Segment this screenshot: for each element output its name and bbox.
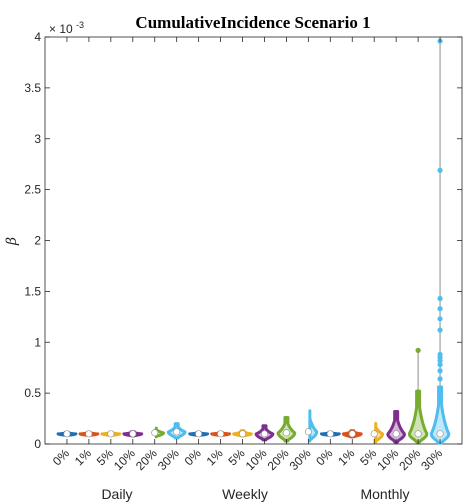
outlier-point	[437, 327, 443, 333]
median-marker	[348, 430, 356, 438]
median-marker	[195, 430, 203, 438]
outlier-point	[437, 362, 443, 368]
y-axis: 0 0.5 1 1.5 2 2.5 3 3.5 4	[24, 30, 462, 451]
x-tick-label: 10%	[374, 446, 401, 473]
median-marker	[370, 430, 378, 438]
median-marker	[217, 430, 225, 438]
violin-monthly-10pct	[386, 409, 407, 444]
median-marker	[239, 430, 247, 438]
median-marker	[173, 428, 181, 436]
group-label-monthly: Monthly	[360, 486, 409, 502]
outlier-point	[437, 167, 443, 173]
violin-weekly-10pct	[254, 424, 275, 442]
violin-weekly-20pct	[276, 416, 297, 443]
y-tick-label: 3	[34, 132, 41, 146]
y-tick-label: 1	[34, 335, 41, 349]
y-exponent-base: × 10	[49, 22, 73, 36]
x-tick-label: 30%	[287, 446, 314, 473]
y-exponent-label: × 10 -3	[49, 20, 84, 36]
x-tick-label: 0%	[313, 446, 335, 468]
x-tick-label: 30%	[418, 446, 445, 473]
violin-monthly-5pct	[370, 421, 385, 444]
x-tick-label: 1%	[72, 446, 94, 468]
median-marker	[414, 430, 422, 438]
y-tick-label: 0	[34, 437, 41, 451]
x-tick-label: 0%	[182, 446, 204, 468]
x-tick-label: 0%	[50, 446, 72, 468]
violin-monthly-20pct	[407, 347, 429, 444]
y-tick-label: 3.5	[24, 81, 41, 95]
median-marker	[63, 430, 71, 438]
violin-daily-30pct	[166, 422, 187, 440]
x-tick-label: 20%	[396, 446, 423, 473]
y-exponent-power: -3	[76, 20, 84, 30]
y-tick-label: 0.5	[24, 386, 41, 400]
median-marker	[85, 430, 93, 438]
y-tick-label: 2.5	[24, 183, 41, 197]
outlier-point	[437, 368, 443, 374]
violin-monthly-0pct	[319, 430, 341, 438]
y-tick-label: 2	[34, 234, 41, 248]
group-label-daily: Daily	[101, 486, 132, 502]
y-tick-label: 1.5	[24, 284, 41, 298]
median-marker	[326, 430, 334, 438]
violin-body	[407, 389, 429, 444]
violin-body	[429, 385, 451, 445]
median-marker	[107, 430, 115, 438]
violin-weekly-0pct	[188, 430, 210, 438]
violin-body	[154, 426, 166, 439]
x-tick-label: 20%	[133, 446, 160, 473]
outlier-point	[437, 306, 443, 312]
violin-daily-5pct	[100, 430, 122, 438]
median-marker	[436, 430, 444, 438]
chart-title: CumulativeIncidence Scenario 1	[135, 13, 370, 32]
outlier-point	[415, 347, 421, 353]
median-marker	[151, 429, 159, 437]
violin-body	[374, 421, 385, 444]
y-tick-label: 4	[34, 30, 41, 44]
outlier-point	[437, 316, 443, 322]
outlier-point	[437, 351, 443, 358]
x-tick-label: 20%	[265, 446, 292, 473]
median-marker	[304, 428, 312, 436]
violin-weekly-1pct	[210, 430, 231, 438]
violin-daily-20pct	[151, 426, 166, 439]
violin-body	[386, 409, 407, 444]
violin-weekly-5pct	[232, 429, 253, 438]
violin-daily-1pct	[78, 430, 100, 438]
violin-monthly-30pct	[429, 38, 451, 445]
x-tick-label: 10%	[243, 446, 270, 473]
violin-daily-10pct	[122, 430, 144, 438]
violin-daily-0pct	[56, 430, 78, 438]
median-marker	[260, 430, 268, 438]
median-marker	[129, 430, 137, 438]
median-marker	[392, 430, 400, 438]
violin-body	[308, 409, 319, 443]
x-tick-label: 1%	[335, 446, 357, 468]
violin-monthly-1pct	[341, 429, 363, 439]
violin-body	[276, 416, 297, 443]
plot-area	[44, 36, 463, 445]
violin-weekly-30pct	[304, 409, 319, 443]
outlier-point	[437, 295, 443, 302]
x-tick-label: 10%	[111, 446, 138, 473]
outlier-point	[437, 376, 443, 382]
x-tick-label: 30%	[155, 446, 182, 473]
y-axis-label: β	[4, 237, 20, 246]
group-label-weekly: Weekly	[222, 486, 268, 502]
violins	[56, 38, 451, 445]
x-tick-label: 1%	[204, 446, 226, 468]
median-marker	[282, 429, 290, 437]
